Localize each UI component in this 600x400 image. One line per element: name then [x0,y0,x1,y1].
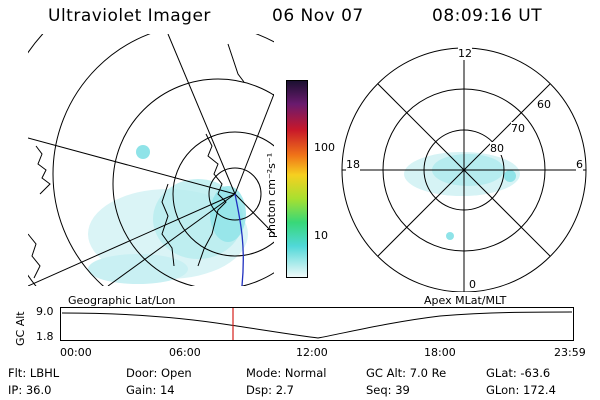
altitude-xtick-00: 00:00 [60,346,92,359]
mlat-mlt-plot [340,46,588,292]
mlt-label-0: 0 [469,278,476,291]
altitude-plot [60,307,574,341]
terminator-line [234,193,244,286]
time-label: 08:09:16 UT [432,6,543,26]
mlat-label-80: 80 [490,142,504,155]
mlt-label-6: 6 [576,158,583,171]
altitude-xtick-18: 18:00 [424,346,456,359]
colorbar-tick-10: 10 [314,229,328,242]
altitude-graphic [60,307,574,341]
aurora-emission [88,145,248,284]
status-seq: Seq: 39 [366,383,410,397]
polar-aurora [404,152,520,240]
altitude-xtick-06: 06:00 [169,346,201,359]
altitude-xtick-2359: 23:59 [554,346,586,359]
geographic-map [28,34,274,286]
status-door: Door: Open [126,366,192,380]
geographic-map-graphic [28,34,274,286]
colorbar [286,80,308,278]
status-ip: IP: 36.0 [8,383,52,397]
altitude-xtick-12: 12:00 [296,346,328,359]
status-glat: GLat: -63.6 [486,366,551,380]
mlt-label-18: 18 [346,158,360,171]
altitude-ytick-1-8: 1.8 [36,330,54,343]
geographic-caption: Geographic Lat/Lon [68,294,176,307]
status-glon: GLon: 172.4 [486,383,556,397]
mlat-label-60: 60 [537,98,551,111]
altitude-ytick-9: 9.0 [36,305,54,318]
altitude-ylabel: GC Alt [14,311,27,346]
colorbar-unit-label: photon cm⁻²s⁻¹ [265,152,278,238]
status-gc-alt: GC Alt: 7.0 Re [366,366,447,380]
status-mode: Mode: Normal [246,366,327,380]
mlt-label-12: 12 [458,47,472,60]
instrument-title: Ultraviolet Imager [48,6,211,26]
mlat-mlt-graphic [341,47,587,292]
colorbar-graphic [286,80,308,278]
status-dsp: Dsp: 2.7 [246,383,294,397]
colorbar-tick-100: 100 [314,141,335,154]
mlat-label-70: 70 [511,122,525,135]
apex-caption: Apex MLat/MLT [424,294,507,307]
date-label: 06 Nov 07 [272,6,364,26]
status-gain: Gain: 14 [126,383,175,397]
status-flt: Flt: LBHL [8,366,60,380]
